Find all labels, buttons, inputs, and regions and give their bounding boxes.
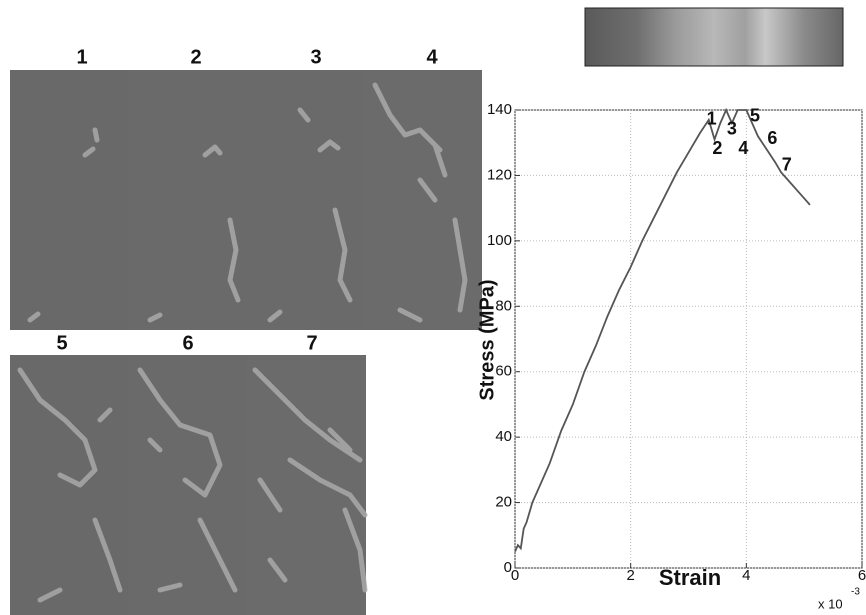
crack [267,107,353,323]
panel-label: 3 [310,46,321,68]
y-tick-label: 120 [487,166,512,183]
panel-label: 5 [56,332,67,354]
plot-area [514,109,863,569]
y-tick-label: 140 [487,101,512,118]
x-tick-label: 6 [858,567,866,584]
x-tick-label: 0 [511,567,519,584]
stress-curve [514,107,811,553]
x-axis-label: Strain [659,565,721,590]
y-tick-label: 0 [504,559,512,576]
panel-label: 2 [190,46,201,68]
crack [17,367,123,603]
crack [137,367,238,593]
annotation: 7 [782,154,792,174]
crack [372,82,468,323]
y-tick-label: 40 [495,428,512,445]
panel-label: 4 [426,46,438,68]
panel-image [128,70,246,330]
panel-image [10,355,128,615]
y-tick-label: 80 [495,297,512,314]
y-tick-label: 100 [487,232,512,249]
annotation: 6 [767,128,777,148]
crack [147,144,241,323]
annotation: 4 [738,138,748,158]
annotation: 2 [712,138,722,158]
annotation: 1 [707,109,717,129]
colorbar [584,7,844,67]
y-axis-label: Stress (MPa) [476,279,498,400]
y-tick-label: 20 [495,494,512,511]
y-tick-label: 60 [495,363,512,380]
panel-label: 1 [76,46,87,68]
panel-image [10,70,128,330]
crack [27,127,100,323]
panel-labels: 1 2 3 4 5 6 7 [56,46,438,354]
panel-label: 6 [182,332,193,354]
image-panels [10,70,482,615]
x-tick-label: 2 [626,567,634,584]
x-exponent: -3 [851,587,860,598]
x-tick-label: 4 [742,567,750,584]
annotation: 3 [727,118,737,138]
x-multiplier: x 10 [818,596,843,611]
crack [252,367,368,593]
annotation: 5 [750,105,760,125]
panel-label: 7 [306,332,317,354]
